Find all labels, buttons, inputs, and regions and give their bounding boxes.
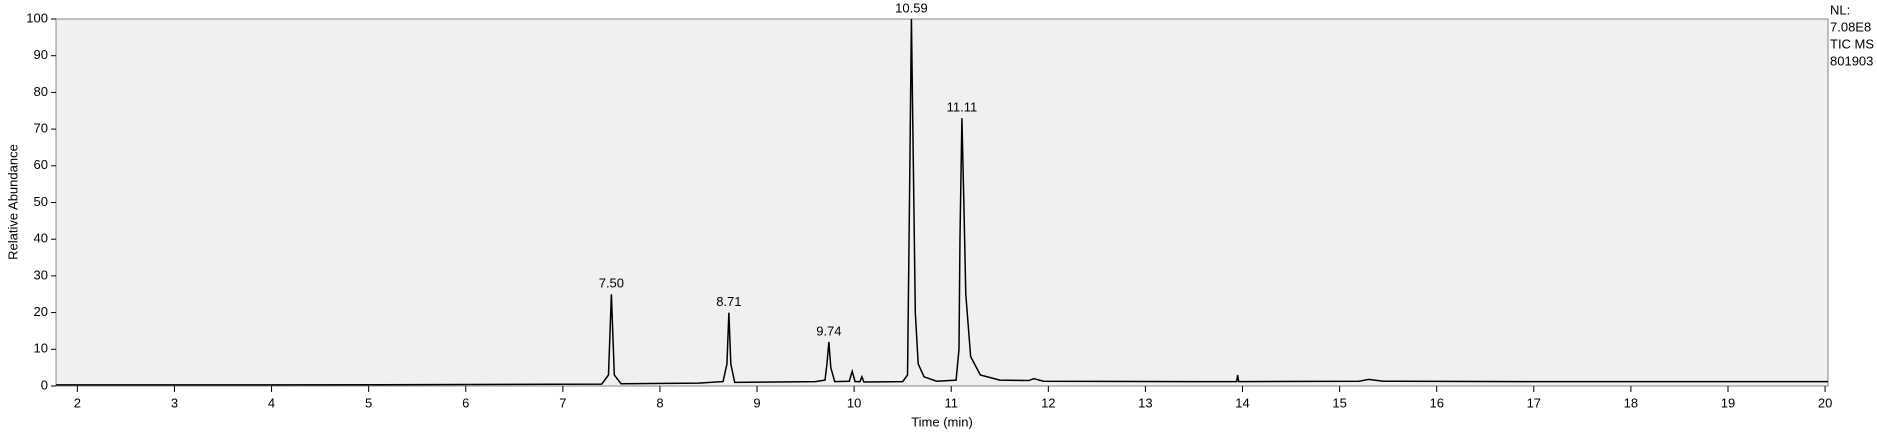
x-axis-label: Time (min) [911,414,973,429]
x-tick-label: 3 [171,395,178,410]
info-text: 7.08E8 [1830,19,1871,34]
y-tick-label: 30 [34,267,48,282]
info-text: TIC MS [1830,36,1874,51]
x-tick-label: 17 [1527,395,1541,410]
x-tick-label: 18 [1624,395,1638,410]
x-tick-label: 4 [268,395,275,410]
y-tick-label: 20 [34,304,48,319]
info-text: NL: [1830,2,1850,17]
peak-label: 11.11 [947,100,978,115]
trace [56,18,1828,386]
x-tick-label: 15 [1332,395,1346,410]
x-tick-label: 14 [1235,395,1249,410]
info-text: 801903 [1830,53,1873,68]
x-tick-label: 9 [753,395,760,410]
x-tick-label: 6 [462,395,469,410]
y-tick-label: 100 [26,10,48,25]
y-tick-label: 60 [34,157,48,172]
peak-label: 7.50 [599,276,624,291]
peak-label: 9.74 [816,323,841,338]
y-axis-label: Relative Abundance [5,144,20,260]
x-tick-label: 12 [1041,395,1055,410]
y-tick-label: 90 [34,47,48,62]
x-tick-label: 20 [1818,395,1832,410]
y-tick-label: 70 [34,121,48,136]
peak-label: 10.59 [895,0,928,15]
x-tick-label: 11 [944,395,958,410]
peak-label: 8.71 [716,294,741,309]
x-tick-label: 13 [1138,395,1152,410]
y-tick-label: 80 [34,84,48,99]
x-tick-label: 19 [1721,395,1735,410]
x-tick-label: 2 [74,395,81,410]
y-tick-label: 0 [41,377,48,392]
y-tick-label: 50 [34,194,48,209]
plot-area [55,18,1829,387]
x-tick-label: 8 [656,395,663,410]
x-tick-label: 5 [365,395,372,410]
y-tick-label: 10 [34,341,48,356]
x-tick-label: 7 [559,395,566,410]
x-tick-label: 16 [1429,395,1443,410]
y-tick-label: 40 [34,231,48,246]
x-tick-label: 10 [847,395,861,410]
